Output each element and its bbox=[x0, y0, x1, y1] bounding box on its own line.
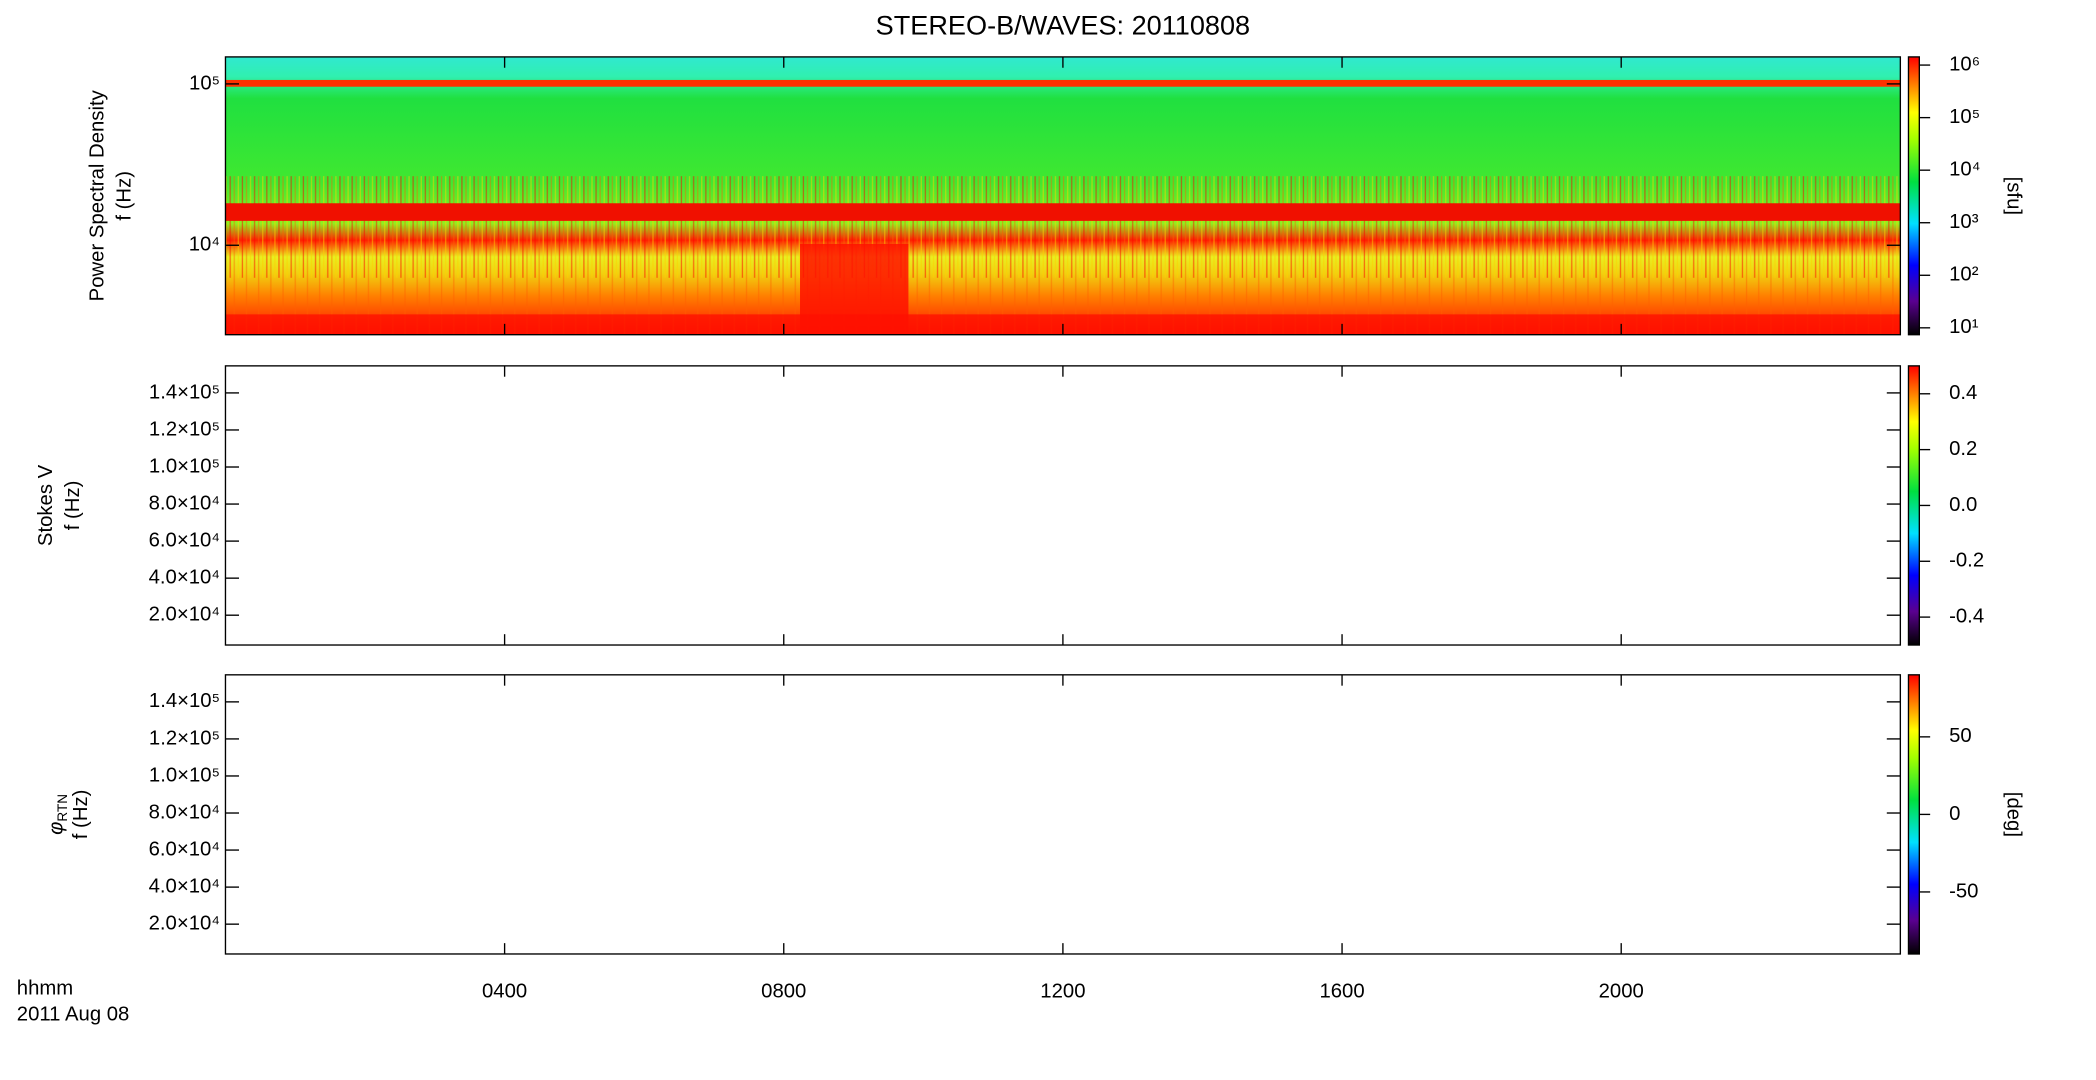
y-tick-label: 4.0×10⁴ bbox=[149, 567, 220, 589]
colorbar-tick-label: 0.4 bbox=[1949, 382, 1977, 404]
x-tick-label: 0400 bbox=[482, 980, 527, 1002]
colorbar bbox=[1907, 674, 1920, 955]
colorbar-tick-label: 0 bbox=[1949, 803, 1960, 825]
y-tick-label: 2.0×10⁴ bbox=[149, 913, 220, 935]
chart-title: STEREO-B/WAVES: 20110808 bbox=[876, 9, 1250, 40]
y-axis-label: Stokes V bbox=[35, 464, 57, 546]
colorbar-tick-label: -0.2 bbox=[1949, 550, 1984, 572]
y-tick-label: 10⁴ bbox=[189, 234, 220, 256]
colorbar bbox=[1907, 56, 1920, 336]
spectrogram bbox=[225, 56, 1901, 335]
y-tick-label: 1.4×10⁵ bbox=[149, 381, 220, 403]
y-tick-label: 1.0×10⁵ bbox=[149, 455, 220, 477]
y-tick-label: 1.0×10⁵ bbox=[149, 764, 220, 786]
colorbar-tick-label: 0.2 bbox=[1949, 438, 1977, 460]
y-tick-label: 8.0×10⁴ bbox=[149, 801, 220, 823]
x-tick-label: 1600 bbox=[1319, 980, 1364, 1002]
y-tick-label: 10⁵ bbox=[189, 72, 220, 94]
spectrogram-streaks bbox=[225, 176, 1901, 335]
colorbar-tick-label: -0.4 bbox=[1949, 605, 1984, 627]
colorbar-tick-label: 50 bbox=[1949, 725, 1972, 747]
colorbar-tick-label: 10⁴ bbox=[1949, 159, 1980, 181]
y-tick-label: 6.0×10⁴ bbox=[149, 529, 220, 551]
x-tick-label: 1200 bbox=[1040, 980, 1085, 1002]
y-axis-label-subscript: RTN bbox=[54, 794, 69, 822]
x-tick-label: 0800 bbox=[761, 980, 806, 1002]
colorbar-tick-label: 10⁵ bbox=[1949, 106, 1980, 128]
colorbar-tick-label: 10² bbox=[1949, 264, 1979, 286]
y-tick-label: 4.0×10⁴ bbox=[149, 875, 220, 897]
y-tick-label: 1.2×10⁵ bbox=[149, 418, 220, 440]
colorbar-label: [deg] bbox=[2002, 792, 2024, 837]
y-tick-label: 6.0×10⁴ bbox=[149, 838, 220, 860]
y-axis-label: φRTN bbox=[46, 794, 70, 835]
y-axis-label: f (Hz) bbox=[70, 790, 92, 840]
colorbar-tick-label: 0.0 bbox=[1949, 494, 1977, 516]
colorbar bbox=[1907, 365, 1920, 646]
y-tick-label: 8.0×10⁴ bbox=[149, 492, 220, 514]
x-axis-label: hhmm bbox=[17, 978, 73, 1000]
y-axis-label: f (Hz) bbox=[62, 481, 84, 531]
colorbar-tick-label: 10¹ bbox=[1949, 316, 1979, 338]
y-tick-label: 1.4×10⁵ bbox=[149, 690, 220, 712]
colorbar-tick-label: -50 bbox=[1949, 880, 1978, 902]
spectrogram-band bbox=[225, 79, 1901, 87]
y-axis-label: f (Hz) bbox=[114, 171, 136, 221]
plot-frame bbox=[224, 365, 1902, 646]
spectrogram-band bbox=[225, 203, 1901, 221]
x-axis-label: 2011 Aug 08 bbox=[17, 1003, 130, 1025]
y-axis-label: Power Spectral Density bbox=[86, 89, 108, 301]
colorbar-tick-label: 10³ bbox=[1949, 211, 1979, 233]
x-tick-label: 2000 bbox=[1599, 980, 1644, 1002]
colorbar-tick-label: 10⁶ bbox=[1949, 53, 1980, 75]
y-axis-label-symbol: φ bbox=[46, 822, 68, 835]
y-tick-label: 1.2×10⁵ bbox=[149, 727, 220, 749]
y-tick-label: 2.0×10⁴ bbox=[149, 604, 220, 626]
plot-frame bbox=[224, 674, 1902, 955]
colorbar-label: [sfu] bbox=[2002, 177, 2024, 215]
